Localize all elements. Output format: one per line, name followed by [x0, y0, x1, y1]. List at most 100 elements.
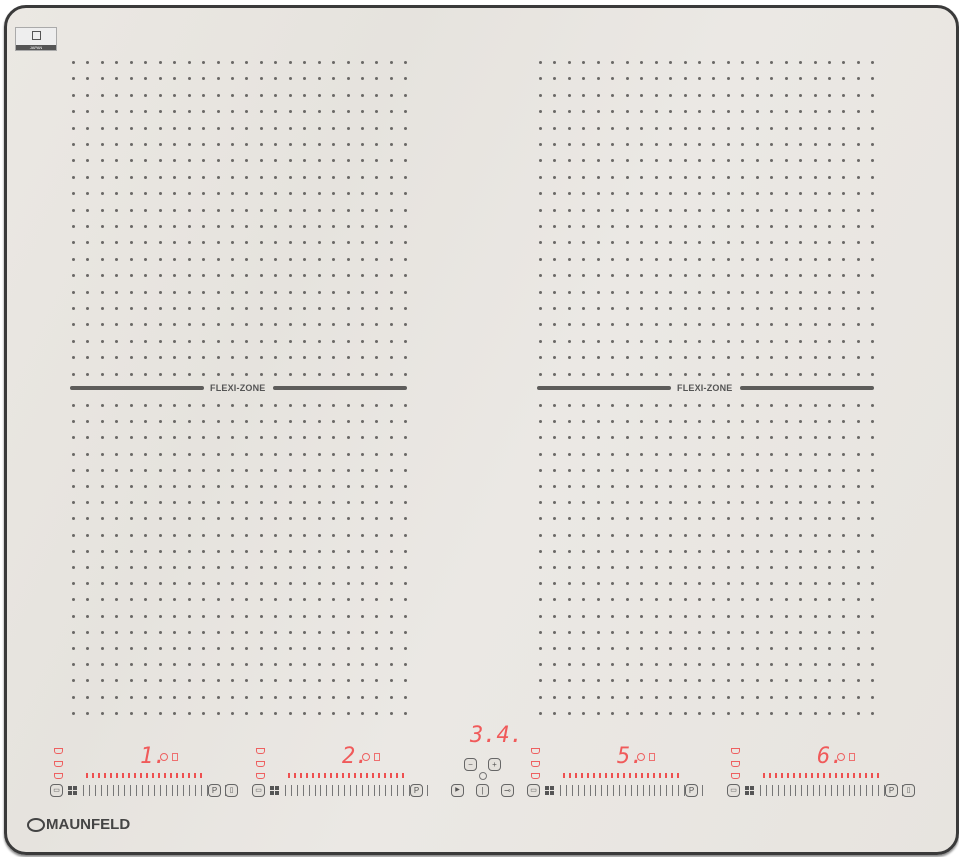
power-slider-tick[interactable] — [789, 785, 791, 796]
power-slider-tick[interactable] — [672, 785, 674, 796]
power-slider-tick[interactable] — [589, 785, 591, 796]
power-slider-tick[interactable] — [379, 785, 381, 796]
power-slider-tick[interactable] — [403, 785, 404, 796]
power-slider-tick[interactable] — [349, 785, 351, 796]
power-slider-tick[interactable] — [830, 785, 832, 796]
power-slider-tick[interactable] — [807, 785, 809, 796]
power-slider-tick[interactable] — [147, 785, 149, 796]
power-slider-tick[interactable] — [624, 785, 626, 796]
power-slider-tick[interactable] — [159, 785, 161, 796]
power-slider-tick[interactable] — [783, 785, 785, 796]
power-slider-tick[interactable] — [106, 785, 108, 796]
power-slider-tick[interactable] — [560, 785, 561, 796]
power-slider-tick[interactable] — [836, 785, 838, 796]
power-slider-tick[interactable] — [842, 785, 844, 796]
power-slider-tick[interactable] — [642, 785, 644, 796]
power-slider-tick[interactable] — [601, 785, 603, 796]
power-slider-tick[interactable] — [701, 785, 703, 796]
power-slider-tick[interactable] — [595, 785, 597, 796]
power-slider-tick[interactable] — [630, 785, 632, 796]
power-slider-tick[interactable] — [565, 785, 567, 796]
power-slider-tick[interactable] — [338, 785, 340, 796]
pot-detect-button[interactable]: ▭ — [727, 784, 740, 797]
power-slider-tick[interactable] — [683, 785, 685, 796]
power-slider-tick[interactable] — [130, 785, 132, 796]
power-slider-tick[interactable] — [100, 785, 102, 796]
power-slider-tick[interactable] — [314, 785, 316, 796]
power-slider-tick[interactable] — [391, 785, 393, 796]
power-slider-tick[interactable] — [854, 785, 856, 796]
power-slider-tick[interactable] — [765, 785, 767, 796]
power-slider-tick[interactable] — [285, 785, 286, 796]
power-slider-tick[interactable] — [344, 785, 345, 796]
boost-button[interactable]: P — [685, 784, 698, 797]
power-slider-tick[interactable] — [361, 785, 363, 796]
power-button[interactable]: | — [476, 784, 489, 797]
power-slider-tick[interactable] — [296, 785, 298, 796]
power-slider-tick[interactable] — [290, 785, 292, 796]
minus-button[interactable]: − — [464, 758, 477, 771]
power-slider-tick[interactable] — [189, 785, 191, 796]
power-slider-tick[interactable] — [878, 785, 879, 796]
power-slider-tick[interactable] — [397, 785, 399, 796]
power-slider-tick[interactable] — [883, 785, 885, 796]
pot-detect-button[interactable]: ▭ — [50, 784, 63, 797]
power-slider-tick[interactable] — [860, 785, 862, 796]
power-slider-tick[interactable] — [385, 785, 387, 796]
power-slider-tick[interactable] — [678, 785, 679, 796]
power-slider-tick[interactable] — [795, 785, 797, 796]
power-slider-tick[interactable] — [165, 785, 167, 796]
power-slider-tick[interactable] — [607, 785, 609, 796]
power-slider-tick[interactable] — [866, 785, 868, 796]
power-slider-tick[interactable] — [848, 785, 850, 796]
power-slider-tick[interactable] — [206, 785, 208, 796]
power-slider-tick[interactable] — [426, 785, 428, 796]
power-slider-tick[interactable] — [408, 785, 410, 796]
bridge-button[interactable]: ▯ — [902, 784, 915, 797]
power-slider-tick[interactable] — [367, 785, 369, 796]
power-slider-tick[interactable] — [813, 785, 815, 796]
power-slider-tick[interactable] — [308, 785, 310, 796]
power-slider-tick[interactable] — [332, 785, 334, 796]
power-slider-tick[interactable] — [195, 785, 197, 796]
power-slider-tick[interactable] — [355, 785, 357, 796]
pause-play-button[interactable]: ▶ — [451, 784, 464, 797]
power-slider-tick[interactable] — [124, 785, 126, 796]
power-slider-tick[interactable] — [771, 785, 773, 796]
power-slider-tick[interactable] — [824, 785, 826, 796]
power-slider-tick[interactable] — [571, 785, 573, 796]
power-slider-tick[interactable] — [760, 785, 761, 796]
power-slider-tick[interactable] — [619, 785, 620, 796]
power-slider-tick[interactable] — [666, 785, 668, 796]
power-slider-tick[interactable] — [872, 785, 874, 796]
bridge-button[interactable]: ▯ — [225, 784, 238, 797]
power-slider-tick[interactable] — [94, 785, 96, 796]
power-slider-tick[interactable] — [171, 785, 173, 796]
power-slider-tick[interactable] — [320, 785, 322, 796]
key-lock-button[interactable]: ⊸ — [501, 784, 514, 797]
pot-detect-button[interactable]: ▭ — [252, 784, 265, 797]
power-slider-tick[interactable] — [83, 785, 84, 796]
power-slider-tick[interactable] — [577, 785, 579, 796]
power-slider-tick[interactable] — [177, 785, 179, 796]
power-slider-tick[interactable] — [326, 785, 328, 796]
power-slider-tick[interactable] — [142, 785, 143, 796]
pot-detect-button[interactable]: ▭ — [527, 784, 540, 797]
power-slider-tick[interactable] — [613, 785, 615, 796]
power-slider-tick[interactable] — [654, 785, 656, 796]
power-slider-tick[interactable] — [801, 785, 803, 796]
power-slider-tick[interactable] — [88, 785, 90, 796]
power-slider-tick[interactable] — [648, 785, 650, 796]
power-slider-tick[interactable] — [136, 785, 138, 796]
power-slider-tick[interactable] — [819, 785, 820, 796]
power-slider-tick[interactable] — [777, 785, 779, 796]
power-slider-tick[interactable] — [118, 785, 120, 796]
plus-button[interactable]: + — [488, 758, 501, 771]
power-slider-tick[interactable] — [660, 785, 662, 796]
boost-button[interactable]: P — [208, 784, 221, 797]
power-slider-tick[interactable] — [153, 785, 155, 796]
power-slider-tick[interactable] — [183, 785, 185, 796]
boost-button[interactable]: P — [410, 784, 423, 797]
power-slider-tick[interactable] — [302, 785, 304, 796]
power-slider-tick[interactable] — [201, 785, 202, 796]
